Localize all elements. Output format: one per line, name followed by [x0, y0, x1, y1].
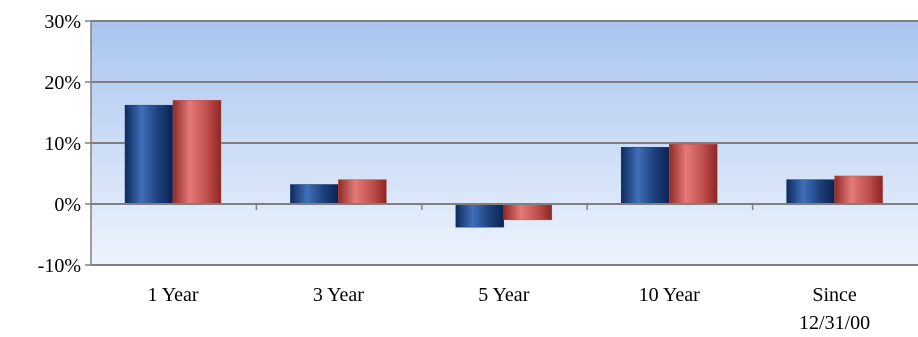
- bars: [124, 100, 883, 228]
- y-tick-label: 20%: [44, 72, 81, 94]
- y-tick-label: -10%: [38, 255, 81, 277]
- bar-series-1-5: [786, 179, 835, 205]
- bar-series-2-2: [338, 179, 387, 205]
- bar-series-1-2: [290, 184, 339, 205]
- bar-series-1-1: [124, 104, 174, 205]
- x-category-label: 10 Year: [639, 284, 700, 306]
- x-category-label: 5 Year: [478, 284, 529, 306]
- x-category-label: 12/31/00: [799, 312, 870, 334]
- y-tick-labels: 30% 20% 10% 0% -10%: [38, 11, 81, 277]
- bar-series-2-4: [668, 143, 718, 205]
- x-category-label: Since: [812, 284, 857, 306]
- bar-series-2-5: [834, 175, 883, 205]
- bar-series-2-1: [172, 100, 222, 205]
- bar-series-2-3: [503, 203, 553, 221]
- bar-series-1-4: [620, 147, 670, 205]
- bar-series-1-3: [455, 203, 505, 228]
- y-tick-label: 30%: [44, 11, 81, 33]
- y-tick-label: 0%: [54, 194, 81, 216]
- y-tick-label: 10%: [44, 133, 81, 155]
- x-category-label: 1 Year: [147, 284, 198, 306]
- x-category-labels: 1 Year 3 Year 5 Year 10 Year Since 12/31/00: [147, 284, 870, 334]
- axes: [85, 20, 918, 266]
- gridlines: [91, 20, 918, 266]
- x-category-label: 3 Year: [313, 284, 364, 306]
